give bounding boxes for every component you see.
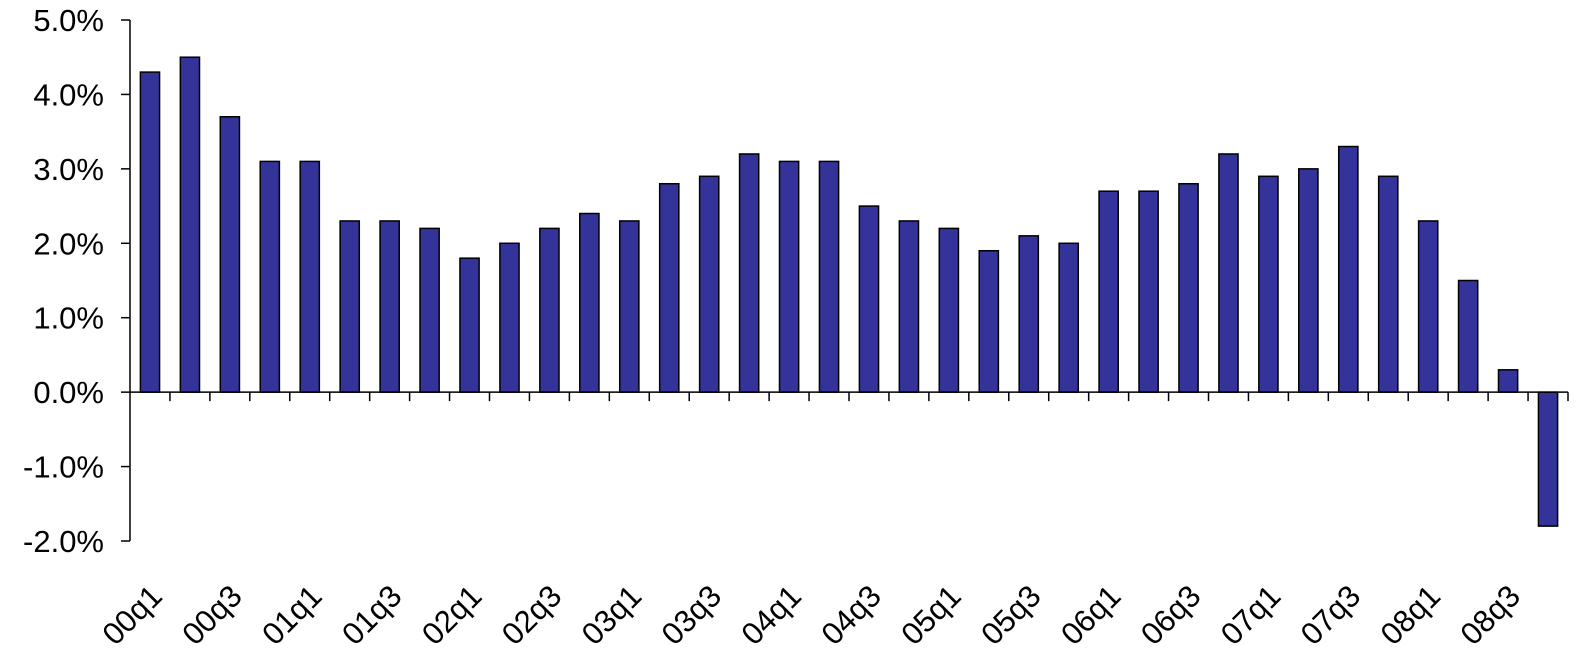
x-tick-label: 04q1 <box>735 578 809 652</box>
bar-08q4 <box>1537 391 1559 527</box>
x-tick-label: 00q3 <box>175 578 249 652</box>
x-tick-label: 06q1 <box>1054 578 1128 652</box>
bar-05q3 <box>1018 235 1040 393</box>
bar-06q2 <box>1138 190 1159 393</box>
bar-01q1 <box>299 160 321 393</box>
x-tick-label: 02q1 <box>415 578 489 652</box>
bar-07q4 <box>1377 175 1399 393</box>
bar-05q4 <box>1058 242 1080 393</box>
y-tick-label: -2.0% <box>23 524 104 559</box>
y-ticks-group: -2.0% -1.0% 0.0% 1.0% 2.0% 3.0% 4.0% 5.0% <box>23 3 130 559</box>
x-tick-label: 05q3 <box>974 578 1048 652</box>
y-tick-label: -1.0% <box>23 450 104 485</box>
x-tick-label: 05q1 <box>894 578 968 652</box>
bar-01q2 <box>339 220 361 393</box>
bar-04q4 <box>898 220 920 393</box>
x-tick-label: 06q3 <box>1134 578 1208 652</box>
x-tick-label: 00q1 <box>95 578 169 652</box>
bar-02q4 <box>579 212 600 393</box>
bar-00q3 <box>219 116 241 393</box>
bar-00q2 <box>179 56 201 393</box>
bar-04q2 <box>818 160 840 393</box>
x-tick-label: 02q3 <box>495 578 569 652</box>
bar-00q4 <box>259 160 281 393</box>
bar-04q1 <box>778 160 800 393</box>
bar-04q3 <box>858 205 880 393</box>
bar-06q4 <box>1218 153 1239 393</box>
bar-07q2 <box>1298 168 1319 393</box>
x-tick-label: 03q3 <box>655 578 729 652</box>
bar-05q2 <box>978 249 1000 393</box>
x-tick-label: 07q3 <box>1294 578 1368 652</box>
x-tick-label: 08q1 <box>1374 578 1448 652</box>
bar-03q2 <box>658 182 680 393</box>
x-tick-label: 01q3 <box>335 578 409 652</box>
y-tick-label: 5.0% <box>33 3 104 38</box>
bar-02q3 <box>539 227 560 393</box>
y-tick-label: 4.0% <box>33 77 104 112</box>
bar-02q1 <box>459 257 480 393</box>
bar-07q3 <box>1337 145 1359 393</box>
y-tick-label: 3.0% <box>33 152 104 187</box>
bar-03q4 <box>738 153 760 393</box>
bars-group <box>139 56 1559 527</box>
bar-01q4 <box>419 227 440 393</box>
y-tick-label: 2.0% <box>33 226 104 261</box>
x-tick-label: 01q1 <box>255 578 329 652</box>
y-tick-label: 0.0% <box>33 375 104 410</box>
bar-08q2 <box>1457 279 1479 393</box>
bar-01q3 <box>379 220 400 393</box>
x-tick-label: 04q3 <box>814 578 888 652</box>
bar-08q3 <box>1497 369 1519 393</box>
bar-06q3 <box>1178 182 1199 393</box>
bar-03q3 <box>698 175 720 393</box>
x-tick-label: 08q3 <box>1454 578 1528 652</box>
x-tick-label: 03q1 <box>575 578 649 652</box>
bar-02q2 <box>499 242 520 393</box>
x-ticks-group: 00q1 00q3 01q1 01q3 02q1 02q3 03q1 03q3 04q1 04q3… <box>95 392 1569 652</box>
bar-06q1 <box>1098 190 1119 393</box>
y-tick-label: 1.0% <box>33 301 104 336</box>
bar-03q1 <box>618 220 640 393</box>
bar-05q1 <box>938 227 960 393</box>
bar-07q1 <box>1258 175 1279 393</box>
x-tick-label: 07q1 <box>1214 578 1288 652</box>
bar-08q1 <box>1417 220 1439 393</box>
bar-00q1 <box>139 71 161 393</box>
